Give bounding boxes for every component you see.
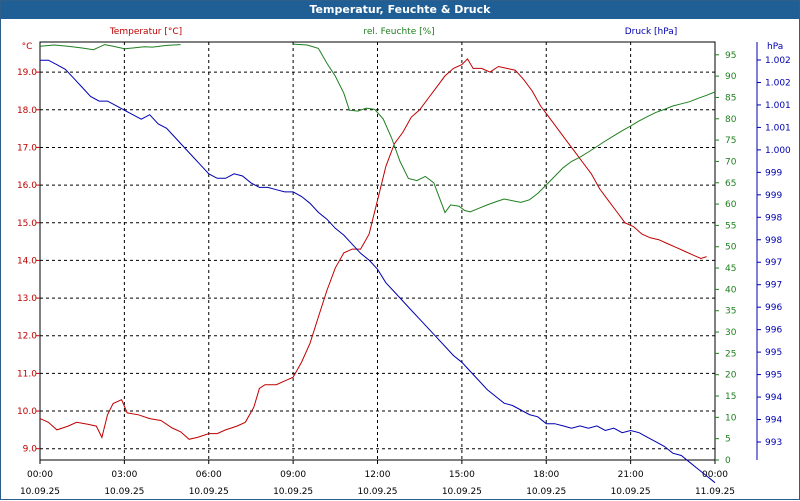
x-tick-time: 00:00 bbox=[702, 470, 728, 480]
pressure-tick-label: 999 bbox=[765, 168, 782, 178]
x-tick-date: 10.09.25 bbox=[526, 487, 566, 497]
x-tick-time: 06:00 bbox=[196, 470, 222, 480]
humidity-tick-label: 30 bbox=[725, 328, 737, 338]
series-line-temperature bbox=[39, 58, 707, 440]
humidity-tick-label: 45 bbox=[725, 264, 736, 274]
temperature-tick-label: 12.0 bbox=[17, 332, 37, 342]
temperature-tick-label: 9.0 bbox=[23, 445, 38, 455]
pressure-tick-label: 996 bbox=[765, 303, 782, 313]
humidity-tick-label: 0 bbox=[725, 456, 731, 466]
humidity-tick-label: 15 bbox=[725, 392, 736, 402]
series-line-humidity bbox=[293, 43, 716, 214]
series-line-humidity bbox=[39, 44, 181, 51]
humidity-tick-label: 35 bbox=[725, 307, 736, 317]
temperature-tick-label: 18.0 bbox=[17, 106, 37, 116]
temperature-axis-unit: °C bbox=[22, 42, 33, 52]
humidity-tick-label: 5 bbox=[725, 435, 731, 445]
humidity-tick-label: 10 bbox=[725, 413, 737, 423]
temperature-tick-label: 10.0 bbox=[17, 407, 37, 417]
x-tick-time: 21:00 bbox=[618, 470, 644, 480]
pressure-tick-label: 1.001 bbox=[765, 101, 791, 111]
chart-title: Temperatur, Feuchte & Druck bbox=[1, 1, 799, 19]
pressure-tick-label: 998 bbox=[765, 236, 782, 246]
pressure-tick-label: 1.000 bbox=[765, 146, 791, 156]
temperature-tick-label: 16.0 bbox=[17, 181, 37, 191]
pressure-tick-label: 994 bbox=[765, 393, 782, 403]
x-tick-date: 10.09.25 bbox=[442, 487, 482, 497]
x-tick-date: 10.09.25 bbox=[189, 487, 229, 497]
humidity-tick-label: 90 bbox=[725, 72, 737, 82]
pressure-tick-label: 995 bbox=[765, 371, 782, 381]
legend-label: Druck [hPa] bbox=[625, 27, 678, 37]
x-tick-date: 10.09.25 bbox=[611, 487, 651, 497]
pressure-tick-label: 1.002 bbox=[765, 56, 791, 66]
x-tick-date: 11.09.25 bbox=[695, 487, 735, 497]
x-tick-time: 09:00 bbox=[280, 470, 306, 480]
series-line-pressure bbox=[40, 59, 716, 484]
temperature-tick-label: 15.0 bbox=[17, 219, 37, 229]
pressure-tick-label: 1.002 bbox=[765, 78, 791, 88]
pressure-tick-label: 996 bbox=[765, 326, 782, 336]
temperature-tick-label: 17.0 bbox=[17, 143, 37, 153]
pressure-tick-label: 994 bbox=[765, 416, 782, 426]
x-tick-time: 00:00 bbox=[27, 470, 53, 480]
x-tick-date: 10.09.25 bbox=[273, 487, 313, 497]
humidity-tick-label: 55 bbox=[725, 221, 736, 231]
pressure-axis-unit: hPa bbox=[767, 42, 783, 52]
temperature-tick-label: 19.0 bbox=[17, 68, 37, 78]
temperature-tick-label: 11.0 bbox=[17, 369, 37, 379]
temperature-tick-label: 14.0 bbox=[17, 256, 37, 266]
pressure-tick-label: 998 bbox=[765, 213, 782, 223]
legend-label: rel. Feuchte [%] bbox=[363, 27, 434, 37]
x-tick-date: 10.09.25 bbox=[104, 487, 144, 497]
pressure-tick-label: 995 bbox=[765, 348, 782, 358]
humidity-tick-label: 65 bbox=[725, 179, 736, 189]
pressure-tick-label: 1.001 bbox=[765, 123, 791, 133]
x-tick-time: 12:00 bbox=[365, 470, 391, 480]
legend-label: Temperatur [°C] bbox=[109, 27, 182, 37]
humidity-tick-label: 80 bbox=[725, 115, 737, 125]
x-tick-date: 10.09.25 bbox=[357, 487, 397, 497]
temperature-tick-label: 13.0 bbox=[17, 294, 37, 304]
pressure-tick-label: 997 bbox=[765, 258, 782, 268]
x-tick-time: 15:00 bbox=[449, 470, 475, 480]
humidity-tick-label: 75 bbox=[725, 136, 736, 146]
humidity-tick-label: 60 bbox=[725, 200, 737, 210]
humidity-tick-label: 50 bbox=[725, 243, 737, 253]
humidity-tick-label: 85 bbox=[725, 93, 736, 103]
x-tick-time: 18:00 bbox=[533, 470, 559, 480]
humidity-tick-label: 40 bbox=[725, 285, 737, 295]
pressure-tick-label: 999 bbox=[765, 191, 782, 201]
humidity-tick-label: 20 bbox=[725, 371, 737, 381]
x-tick-date: 10.09.25 bbox=[20, 487, 60, 497]
pressure-tick-label: 993 bbox=[765, 438, 782, 448]
humidity-tick-label: 95 bbox=[725, 51, 736, 61]
humidity-tick-label: 25 bbox=[725, 349, 736, 359]
x-tick-time: 03:00 bbox=[111, 470, 137, 480]
humidity-tick-label: 70 bbox=[725, 157, 737, 167]
pressure-tick-label: 997 bbox=[765, 281, 782, 291]
